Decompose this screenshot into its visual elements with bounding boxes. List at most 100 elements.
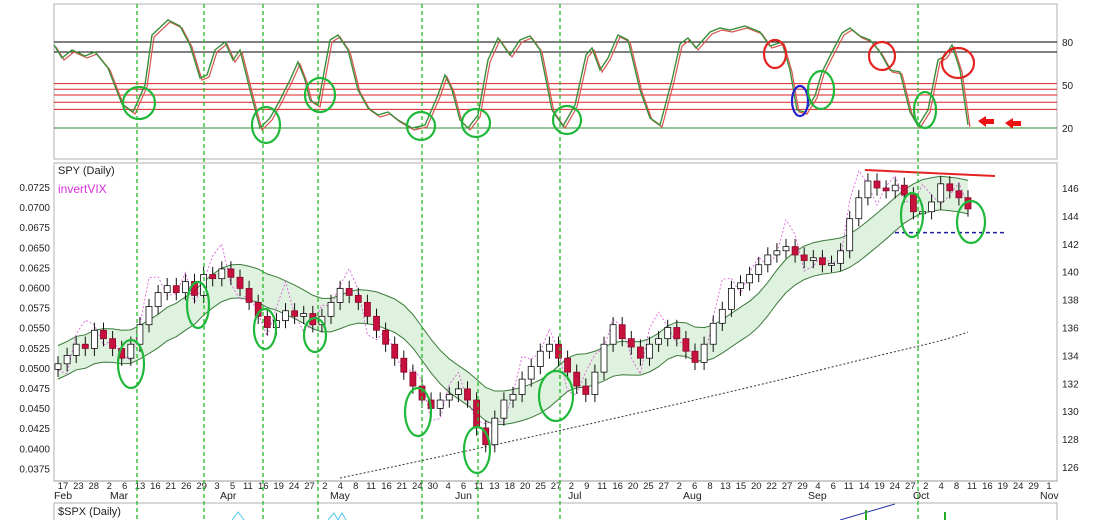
lower-panel: $SPX (Daily) — [53, 502, 1058, 520]
x-tick-label: 16 — [258, 481, 269, 492]
candle — [518, 378, 526, 395]
left-axis-tick-label: 0.0575 — [19, 304, 50, 315]
vertical-guide-lines — [136, 4, 919, 520]
candle — [354, 295, 362, 303]
x-tick-label: 28 — [89, 481, 100, 492]
candle — [937, 183, 945, 203]
x-tick-label: 1 — [1046, 481, 1051, 492]
x-tick-label: 13 — [135, 481, 146, 492]
candle — [436, 399, 444, 409]
oscillator-axis-ticks: 20 50 80 — [1062, 38, 1074, 135]
right-axis-tick-label: 136 — [1062, 324, 1079, 335]
x-tick-label: 2 — [322, 481, 327, 492]
candle — [955, 190, 963, 199]
candle — [464, 388, 471, 401]
left-axis-tick-label: 0.0700 — [19, 203, 50, 214]
candle — [209, 274, 217, 280]
candle — [664, 327, 672, 340]
x-tick-label: 24 — [1013, 481, 1024, 492]
highlight-circles — [116, 38, 1021, 475]
x-tick-label: 2 — [569, 481, 574, 492]
candle — [864, 180, 872, 199]
candle — [691, 350, 699, 363]
oscillator-green-circle — [121, 85, 157, 121]
x-tick-label: 21 — [397, 481, 408, 492]
x-tick-label: 6 — [461, 481, 466, 492]
x-tick-label: 4 — [446, 481, 451, 492]
candle — [873, 180, 881, 189]
candle — [336, 288, 344, 303]
candle — [127, 343, 135, 359]
left-axis-tick-label: 0.0600 — [19, 284, 50, 295]
x-tick-label: 26 — [181, 481, 192, 492]
candle — [846, 218, 854, 252]
x-tick-label: 16 — [982, 481, 993, 492]
candle — [809, 257, 817, 261]
x-tick-label: 16 — [612, 481, 623, 492]
candle — [591, 371, 599, 395]
x-tick-label: 29 — [196, 481, 207, 492]
candle — [573, 371, 581, 387]
left-axis-tick-label: 0.0425 — [19, 424, 50, 435]
x-tick-label: 27 — [551, 481, 562, 492]
x-tick-label: 2 — [677, 481, 682, 492]
x-month-label: Apr — [220, 490, 237, 502]
candle — [245, 288, 253, 303]
candle — [63, 354, 71, 365]
x-month-label: Oct — [913, 490, 929, 502]
x-tick-label: 14 — [859, 481, 870, 492]
oscillator-tick-label: 50 — [1062, 81, 1074, 92]
x-tick-label: 2 — [923, 481, 928, 492]
left-axis-tick-label: 0.0475 — [19, 384, 50, 395]
candle — [891, 184, 899, 192]
x-tick-label: 25 — [643, 481, 654, 492]
candle — [227, 268, 235, 278]
lower-panel-line — [839, 503, 896, 520]
x-month-label: Feb — [54, 490, 72, 502]
oscillator-red-circle — [867, 40, 897, 72]
candle — [300, 313, 308, 317]
right-axis-tick-label: 144 — [1062, 212, 1079, 223]
x-tick-label: 5 — [230, 481, 235, 492]
left-axis-ticks: 0.0725 0.0700 0.0675 0.0650 0.0625 0.0600 0.05… — [19, 183, 50, 475]
candle — [391, 343, 399, 359]
price-green-circle — [899, 191, 925, 239]
x-month-label: May — [330, 490, 351, 502]
oscillator-green-circle — [460, 107, 492, 139]
x-tick-label: 4 — [939, 481, 944, 492]
candle — [409, 371, 417, 387]
candle — [737, 282, 744, 289]
candle — [482, 427, 490, 446]
oscillator-panel: 20 50 80 — [53, 3, 1074, 160]
price-green-circle — [537, 369, 575, 423]
x-tick-label: 11 — [597, 481, 607, 492]
x-tick-label: 11 — [844, 481, 854, 492]
x-tick-label: 19 — [997, 481, 1008, 492]
x-tick-label: 2 — [107, 481, 112, 492]
right-axis-tick-label: 128 — [1062, 435, 1079, 446]
oscillator-main-line — [53, 19, 969, 130]
candle — [527, 366, 535, 380]
candle — [109, 338, 116, 349]
candle — [363, 301, 371, 317]
x-tick-label: 30 — [427, 481, 438, 492]
left-axis-tick-label: 0.0675 — [19, 223, 50, 234]
left-axis-tick-label: 0.0375 — [19, 464, 50, 475]
candle — [791, 246, 799, 256]
right-axis-tick-label: 146 — [1062, 184, 1079, 195]
candle — [673, 327, 681, 340]
candle — [655, 338, 662, 345]
candle — [282, 310, 289, 321]
candle — [382, 329, 390, 345]
right-axis-tick-label: 140 — [1062, 268, 1079, 279]
candle — [718, 308, 726, 324]
x-month-label: Nov — [1040, 490, 1059, 502]
left-axis-tick-label: 0.0450 — [19, 404, 50, 415]
oscillator-green-circle — [912, 90, 938, 130]
oscillator-signal-line — [55, 21, 971, 132]
x-tick-label: 29 — [797, 481, 808, 492]
candle — [600, 343, 608, 373]
x-tick-label: 27 — [782, 481, 793, 492]
candle — [136, 324, 144, 345]
